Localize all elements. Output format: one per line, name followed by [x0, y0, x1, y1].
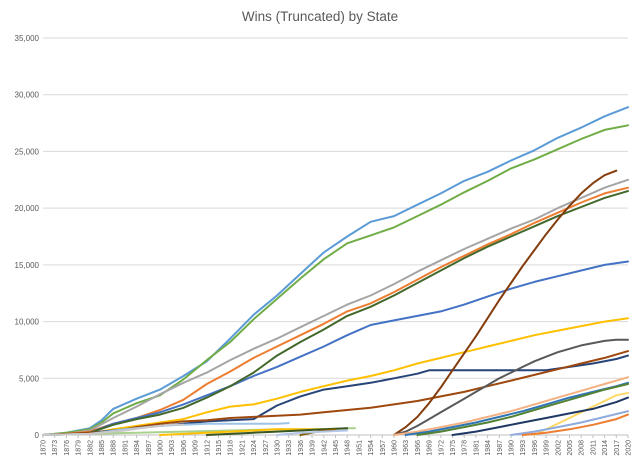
x-tick-label: 1894	[134, 440, 141, 456]
series-line	[42, 317, 629, 436]
x-tick-label: 2017	[614, 440, 621, 456]
x-tick-label: 1993	[520, 440, 527, 456]
y-axis: 0 5,000 10,000 15,000 20,000 25,000 30,000 35,0…	[15, 34, 40, 440]
series-line	[510, 410, 629, 436]
y-tick-label: 20,000	[15, 204, 40, 213]
x-tick-label: 1996	[532, 440, 539, 456]
x-tick-label: 1918	[228, 440, 235, 456]
x-tick-label: 2002	[555, 440, 562, 456]
x-tick-label: 2014	[602, 440, 609, 456]
x-tick-label: 1879	[76, 440, 83, 456]
series-line	[42, 260, 629, 436]
y-tick-label: 25,000	[15, 147, 40, 156]
x-tick-label: 1873	[52, 440, 59, 456]
series-line	[393, 169, 618, 436]
x-tick-label: 1882	[87, 440, 94, 456]
series-line	[533, 392, 629, 436]
series-line	[42, 124, 629, 436]
y-tick-label: 30,000	[15, 91, 40, 100]
x-tick-label: 1954	[368, 440, 375, 456]
x-tick-label: 1945	[333, 440, 340, 456]
series-line	[393, 338, 629, 436]
x-tick-label: 1909	[193, 440, 200, 456]
y-tick-label: 35,000	[15, 34, 40, 43]
series-line	[42, 350, 629, 436]
series-line	[451, 396, 629, 436]
series-line	[521, 413, 629, 436]
x-tick-label: 1921	[239, 440, 246, 456]
x-tick-label: 1900	[158, 440, 165, 456]
x-tick-label: 1891	[122, 440, 129, 456]
y-tick-label: 15,000	[15, 261, 40, 270]
x-tick-label: 1978	[462, 440, 469, 456]
x-tick-label: 1951	[356, 440, 363, 456]
x-tick-label: 1981	[473, 440, 480, 456]
x-tick-label: 1930	[275, 440, 282, 456]
x-tick-label: 1915	[216, 440, 223, 456]
gridlines	[43, 37, 628, 379]
x-tick-label: 1870	[41, 440, 48, 456]
x-tick-label: 2008	[579, 440, 586, 456]
x-tick-label: 1999	[544, 440, 551, 456]
series-line	[416, 383, 629, 436]
series-line	[159, 428, 325, 436]
x-tick-label: 2011	[590, 440, 597, 455]
x-tick-label: 1906	[181, 440, 188, 456]
x-axis: 1870 1873 1876 1879 1882 1885 1888 1891 1894 1897…	[41, 434, 633, 456]
x-tick-label: 1987	[497, 440, 504, 456]
y-tick-label: 0	[35, 431, 40, 440]
x-tick-label: 2005	[567, 440, 574, 456]
y-tick-label: 10,000	[15, 318, 40, 327]
x-tick-label: 1984	[485, 440, 492, 456]
x-tick-label: 1969	[427, 440, 434, 456]
x-tick-label: 1924	[251, 440, 258, 456]
x-tick-label: 1876	[64, 440, 71, 456]
x-tick-label: 1888	[111, 440, 118, 456]
x-tick-label: 1972	[438, 440, 445, 456]
y-tick-label: 5,000	[19, 374, 40, 383]
series-line	[42, 190, 629, 436]
x-tick-label: 1963	[403, 440, 410, 456]
series-line	[42, 178, 629, 436]
series-group	[42, 106, 629, 436]
x-tick-label: 2020	[626, 440, 633, 456]
x-tick-label: 1975	[450, 440, 457, 456]
series-line	[42, 354, 629, 436]
x-tick-label: 1912	[204, 440, 211, 456]
series-line	[42, 106, 629, 436]
x-tick-label: 1939	[310, 440, 317, 456]
x-tick-label: 1903	[169, 440, 176, 456]
x-tick-label: 1942	[321, 440, 328, 456]
chart-title: Wins (Truncated) by State	[242, 9, 398, 24]
x-tick-label: 1957	[380, 440, 387, 456]
series-line	[205, 427, 349, 436]
x-tick-label: 1948	[345, 440, 352, 456]
x-tick-label: 1960	[392, 440, 399, 456]
x-tick-label: 1966	[415, 440, 422, 456]
x-tick-label: 1897	[146, 440, 153, 456]
x-tick-label: 1927	[263, 440, 270, 456]
x-tick-label: 1936	[298, 440, 305, 456]
x-tick-label: 1990	[509, 440, 516, 456]
x-tick-label: 1933	[286, 440, 293, 456]
series-line	[393, 376, 629, 436]
x-tick-label: 1885	[99, 440, 106, 456]
series-line	[42, 423, 185, 436]
series-line	[276, 429, 349, 436]
